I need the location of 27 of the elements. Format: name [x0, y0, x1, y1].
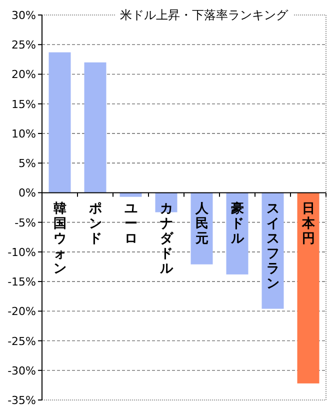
x-tick-label: 豪ドル — [230, 200, 245, 247]
x-tick-label: 韓国ウォン — [53, 202, 66, 277]
y-tick-label: 15% — [12, 98, 36, 111]
bar — [120, 192, 142, 197]
x-tick-label: スイスフラン — [266, 202, 280, 292]
bar — [48, 52, 71, 193]
y-tick-label: -35% — [8, 394, 36, 407]
y-tick-label: 10% — [12, 127, 36, 140]
x-tick-label: ポンド — [88, 202, 102, 247]
y-tick-label: 25% — [12, 38, 36, 52]
y-tick-label: 30% — [12, 9, 36, 22]
y-tick-label: -15% — [8, 276, 36, 289]
x-tick-label: 人民元 — [194, 202, 210, 247]
x-tick-label: ユーロ — [124, 202, 138, 247]
y-tick-label: 5% — [18, 157, 36, 170]
y-tick-label: 0% — [18, 186, 36, 200]
y-tick-label: -30% — [8, 364, 36, 378]
y-tick-label: -5% — [14, 216, 36, 230]
bar — [297, 192, 320, 384]
x-tick-label: カナダドル — [158, 202, 174, 277]
x-tick-label: 日本円 — [300, 202, 316, 247]
bar — [84, 62, 106, 193]
y-tick-label: 20% — [12, 68, 36, 82]
y-tick-label: -20% — [8, 305, 36, 318]
chart-title: 米ドル上昇・下落率ランキング — [120, 8, 289, 22]
y-tick-label: -10% — [8, 246, 36, 259]
y-tick-label: -25% — [8, 334, 36, 348]
